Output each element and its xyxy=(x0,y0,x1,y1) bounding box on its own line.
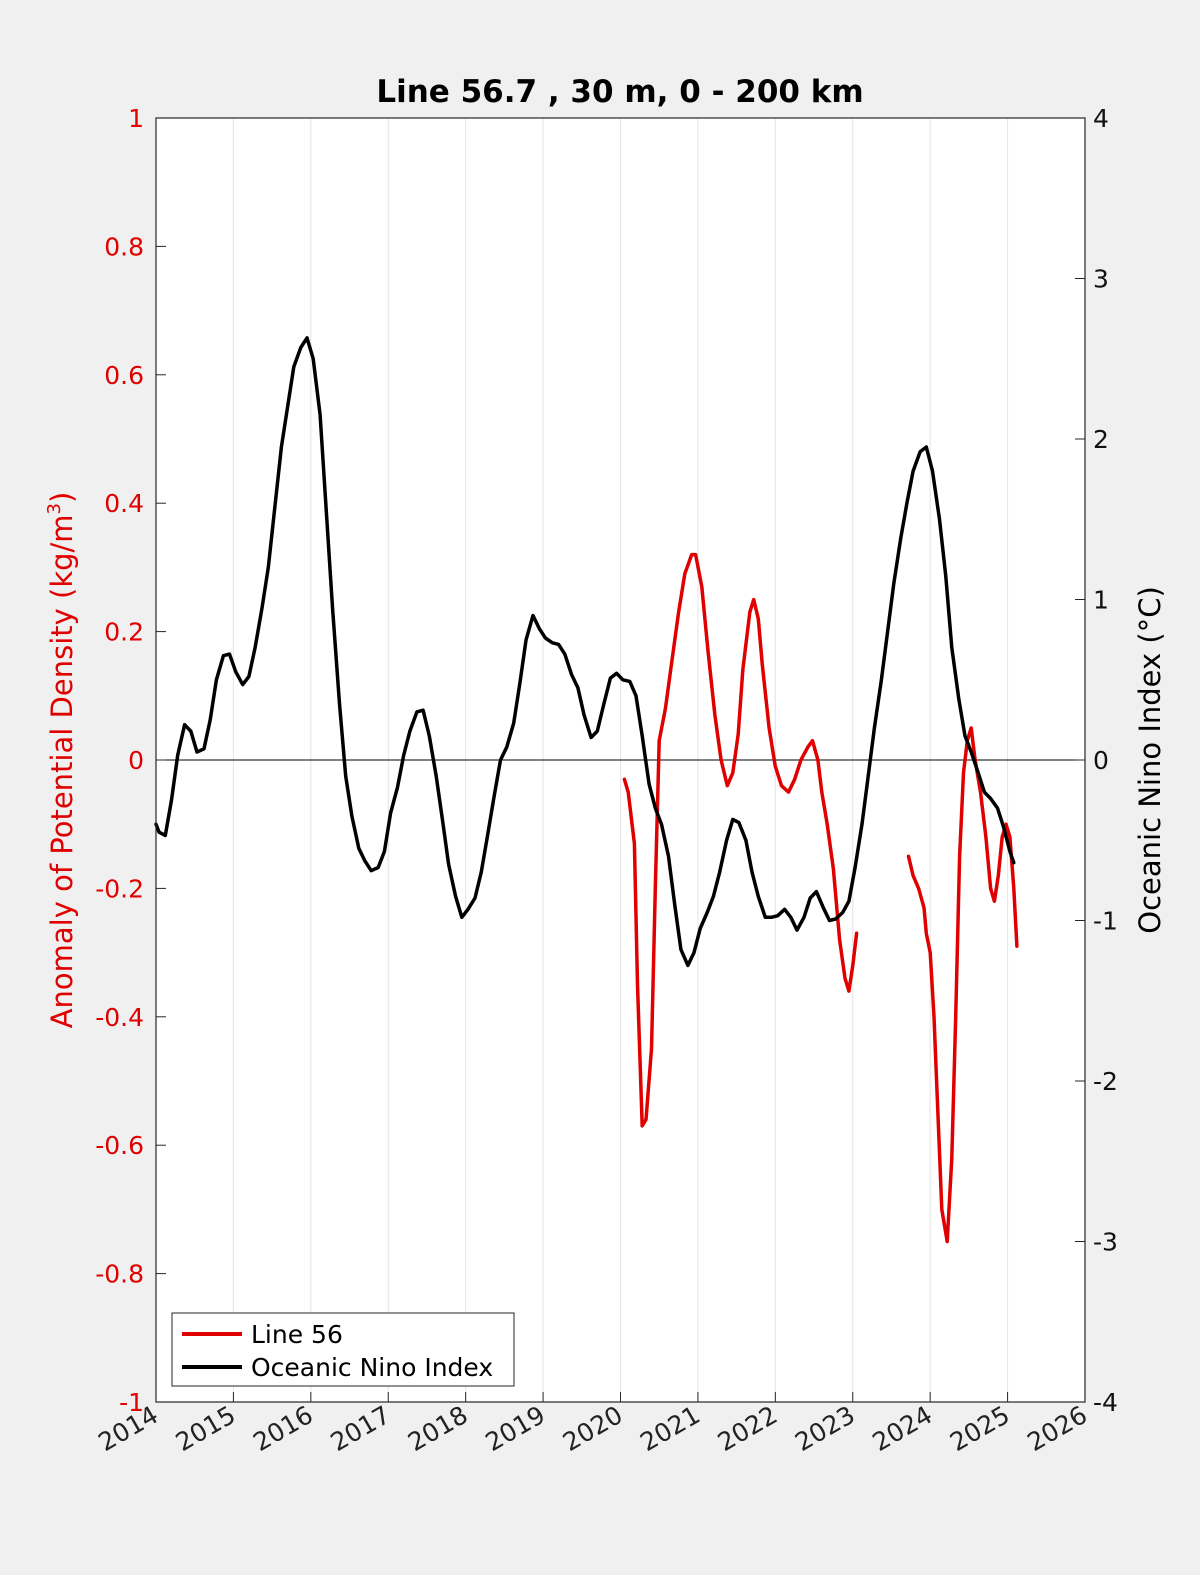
chart-title: Line 56.7 , 30 m, 0 - 200 km xyxy=(376,74,863,110)
left-tick-label: -1 xyxy=(119,1388,144,1417)
right-tick-label: 2 xyxy=(1093,425,1109,454)
x-tick-label: 2020 xyxy=(558,1400,628,1457)
left-tick-label: 0.8 xyxy=(104,232,144,261)
right-tick-label: -4 xyxy=(1093,1388,1118,1417)
right-tick-label: 1 xyxy=(1093,586,1109,615)
series-layer xyxy=(154,336,1019,1244)
series-line-line-56 xyxy=(622,552,859,1128)
x-tick-label: 2023 xyxy=(790,1400,860,1457)
left-tick-label: -0.4 xyxy=(95,1003,144,1032)
y-axis-right-label: Oceanic Nino Index (°C) xyxy=(1133,586,1167,934)
right-tick-label: -1 xyxy=(1093,907,1118,936)
legend-label-line-56: Line 56 xyxy=(251,1320,343,1349)
legend: Line 56 Oceanic Nino Index xyxy=(171,1312,515,1387)
left-tick-label: -0.6 xyxy=(95,1131,144,1160)
x-tick-label: 2022 xyxy=(713,1400,783,1457)
left-tick-label: 0.6 xyxy=(104,361,144,390)
right-tick-label: 4 xyxy=(1093,104,1109,133)
x-tick-label: 2015 xyxy=(171,1400,241,1457)
left-axis: 1 0.8 0.6 0.4 0.2 0 -0.2 -0.4 -0.6 -0.8 -1 xyxy=(95,104,166,1417)
x-tick-label: 2024 xyxy=(868,1400,938,1457)
left-tick-label: 0 xyxy=(128,746,144,775)
right-tick-label: -3 xyxy=(1093,1228,1118,1257)
x-tick-label: 2017 xyxy=(326,1400,396,1457)
x-tick-label: 2019 xyxy=(480,1400,550,1457)
x-tick-label: 2018 xyxy=(403,1400,473,1457)
left-tick-label: -0.8 xyxy=(95,1260,144,1289)
left-tick-label: -0.2 xyxy=(95,874,144,903)
right-tick-label: -2 xyxy=(1093,1067,1118,1096)
left-tick-label: 0.2 xyxy=(104,618,144,647)
x-tick-label: 2021 xyxy=(635,1400,705,1457)
x-tick-label: 2026 xyxy=(1022,1400,1092,1457)
legend-box xyxy=(171,1312,515,1387)
x-tick-label: 2025 xyxy=(945,1400,1015,1457)
right-tick-label: 3 xyxy=(1093,265,1109,294)
y-axis-left-label: Anomaly of Potential Density (kg/m3) xyxy=(44,492,79,1029)
right-tick-label: 0 xyxy=(1093,746,1109,775)
x-tick-label: 2016 xyxy=(248,1400,318,1457)
series-line-line-56 xyxy=(906,726,1019,1244)
left-tick-label: 0.4 xyxy=(104,489,144,518)
legend-label-oni: Oceanic Nino Index xyxy=(251,1353,493,1382)
right-axis: 4 3 2 1 0 -1 -2 -3 -4 xyxy=(1075,104,1118,1417)
left-tick-label: 1 xyxy=(128,104,144,133)
series-line-oceanic-nino-index xyxy=(154,336,1016,968)
